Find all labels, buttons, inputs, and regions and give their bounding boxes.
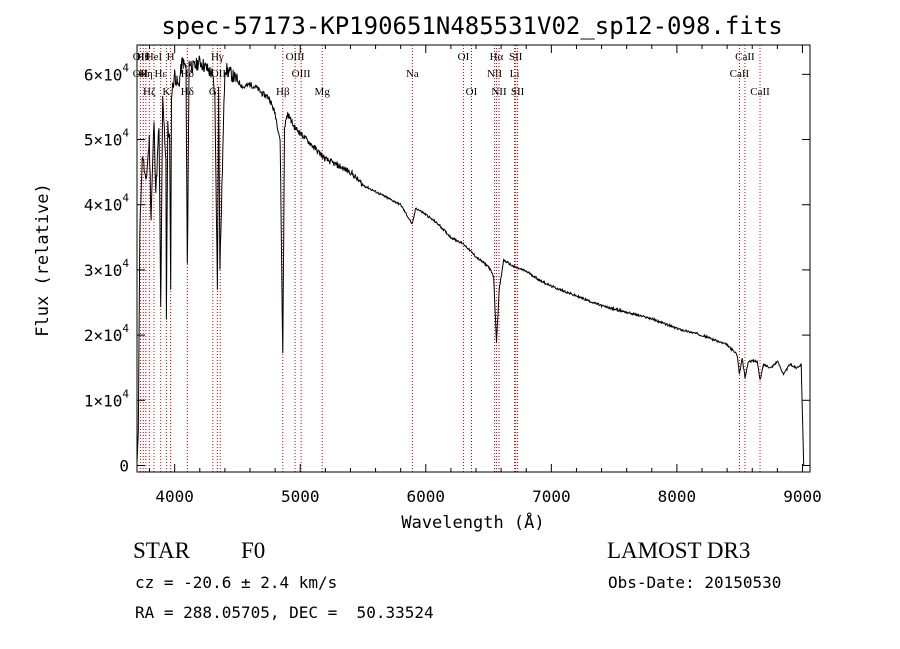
line-marker-label: OIII <box>286 51 305 63</box>
spectral-subclass: F0 <box>241 538 266 563</box>
y-tick-mantissa: 1×10 <box>84 391 123 410</box>
y-tick-mantissa: 0 <box>119 456 129 475</box>
spectrum <box>136 55 805 466</box>
line-marker-label: Hε <box>154 68 167 80</box>
y-tick-exponent: 4 <box>122 192 129 205</box>
y-tick-exponent: 4 <box>122 127 129 140</box>
object-class: STAR <box>133 538 190 563</box>
line-marker-label: NII <box>491 86 507 98</box>
y-tick-mantissa: 4×10 <box>84 196 123 215</box>
line-marker-label: Na <box>406 68 419 80</box>
plot-frame <box>136 44 811 473</box>
line-marker-label: CaII <box>735 51 755 63</box>
y-tick-label: 5×104 <box>84 127 130 150</box>
y-tick-mantissa: 2×10 <box>84 326 123 345</box>
coordinates: RA = 288.05705, DEC = 50.33524 <box>135 603 434 622</box>
line-marker-label: Hζ <box>143 86 156 98</box>
line-marker-label: Hδ <box>181 68 194 80</box>
line-marker-label: Hδ <box>181 86 194 98</box>
line-marker-label: Mg <box>315 86 331 98</box>
spectrum-line <box>136 55 805 466</box>
chart-title: spec-57173-KP190651N485531V02_sp12-098.f… <box>161 12 782 40</box>
line-marker-label: Hη <box>139 68 153 80</box>
x-tick-label: 9000 <box>783 487 822 506</box>
line-marker-label: CaII <box>750 86 770 98</box>
line-marker-label: CaII <box>730 68 750 80</box>
y-tick-label: 1×104 <box>84 387 130 410</box>
line-marker-label: K <box>162 86 170 98</box>
line-marker-label: NII <box>487 68 503 80</box>
y-tick-exponent: 4 <box>122 61 129 74</box>
line-marker-label: Hθ <box>137 51 150 63</box>
y-tick-label: 4×104 <box>84 192 130 215</box>
y-tick-label: 0 <box>119 456 129 475</box>
y-tick-mantissa: 5×10 <box>84 131 123 150</box>
redshift-line: cz = -20.6 ± 2.4 km/s <box>135 573 338 592</box>
line-marker-label: G <box>209 86 217 98</box>
y-axis-label: Flux (relative) <box>33 183 53 337</box>
line-marker-label: SII <box>511 86 525 98</box>
x-tick-label: 6000 <box>407 487 446 506</box>
x-tick-label: 4000 <box>155 487 194 506</box>
line-marker-label: OIII <box>292 68 311 80</box>
line-marker-label: H <box>167 51 175 63</box>
y-tick-mantissa: 6×10 <box>84 65 123 84</box>
line-marker-label: Li <box>510 68 520 80</box>
y-tick-label: 3×104 <box>84 257 130 280</box>
line-marker-label: SII <box>509 51 523 63</box>
y-tick-exponent: 4 <box>122 322 129 335</box>
y-tick-label: 6×104 <box>84 61 130 84</box>
line-marker-label: Hβ <box>276 86 290 98</box>
line-marker-label: Hα <box>490 51 504 63</box>
x-axis-label: Wavelength (Å) <box>401 511 544 533</box>
y-tick-mantissa: 3×10 <box>84 261 123 280</box>
survey-name: LAMOST DR3 <box>607 538 751 563</box>
x-tick-label: 5000 <box>281 487 320 506</box>
y-tick-label: 2×104 <box>84 322 130 345</box>
x-tick-label: 7000 <box>532 487 571 506</box>
line-marker-label: OI <box>466 86 478 98</box>
y-tick-exponent: 4 <box>122 257 129 270</box>
line-marker-label: Hγ <box>211 51 224 63</box>
obs-date: Obs-Date: 20150530 <box>608 573 782 592</box>
line-marker-label: HeI <box>146 51 163 63</box>
x-axis: 4000 5000 6000 7000 8000 9000 <box>149 45 822 506</box>
x-tick-label: 8000 <box>658 487 697 506</box>
y-tick-exponent: 4 <box>122 387 129 400</box>
line-marker-label: OI <box>458 51 470 63</box>
